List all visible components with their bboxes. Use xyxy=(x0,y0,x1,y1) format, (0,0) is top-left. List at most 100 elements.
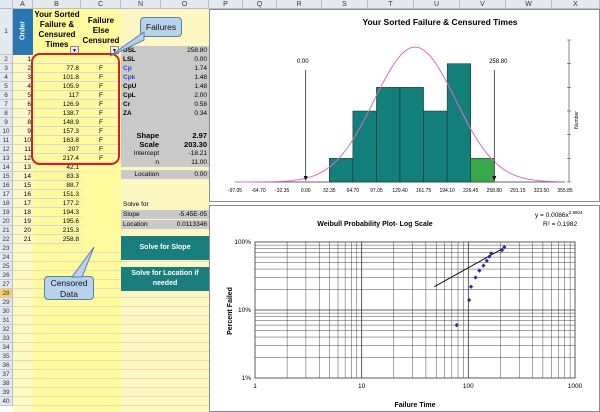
time-cell[interactable]: 194.3 xyxy=(33,208,81,217)
failure-cell[interactable] xyxy=(81,55,121,64)
time-cell[interactable]: 42.1 xyxy=(33,163,81,172)
row-header[interactable]: 10 xyxy=(0,127,13,136)
usl-value[interactable]: 258.80 xyxy=(161,46,209,55)
time-cell[interactable]: 258.8 xyxy=(33,235,81,244)
histogram-bar[interactable] xyxy=(329,158,354,183)
time-cell[interactable]: 215.3 xyxy=(33,226,81,235)
cpu-value[interactable]: 1.48 xyxy=(161,82,209,91)
row-header[interactable]: 18 xyxy=(0,199,13,208)
column-header-b[interactable]: B xyxy=(33,0,81,9)
time-cell[interactable]: 105.9 xyxy=(33,82,81,91)
row-header[interactable]: 35 xyxy=(0,352,13,361)
row-header[interactable]: 33 xyxy=(0,334,13,343)
cpk-value[interactable]: 1.48 xyxy=(161,73,209,82)
usl-label[interactable]: USL xyxy=(121,46,161,55)
row-header[interactable]: 20 xyxy=(0,217,13,226)
order-cell[interactable]: 2 xyxy=(13,64,33,73)
order-cell[interactable]: 1 xyxy=(13,55,33,64)
time-cell[interactable]: 117 xyxy=(33,91,81,100)
solve-slope-button[interactable]: Solve for Slope xyxy=(121,236,209,260)
row-header[interactable]: 24 xyxy=(0,253,13,262)
row-header[interactable]: 1 xyxy=(0,9,13,55)
row-header[interactable]: 9 xyxy=(0,118,13,127)
location2-value[interactable]: 0.0113346 xyxy=(161,220,209,229)
time-cell[interactable]: 207 xyxy=(33,145,81,154)
row-header[interactable]: 37 xyxy=(0,370,13,379)
row-header[interactable]: 6 xyxy=(0,91,13,100)
weibull-data-point[interactable] xyxy=(484,258,489,263)
row-header[interactable]: 11 xyxy=(0,136,13,145)
column-header-a[interactable]: A xyxy=(13,0,33,9)
n-label[interactable]: n xyxy=(121,158,161,167)
column-header-o[interactable]: O xyxy=(161,0,209,9)
row-header-selected[interactable]: 28 xyxy=(0,289,13,298)
failure-cell[interactable]: F xyxy=(81,127,121,136)
time-cell[interactable]: 101.8 xyxy=(33,73,81,82)
time-cell[interactable]: 88.7 xyxy=(33,181,81,190)
row-header[interactable]: 32 xyxy=(0,325,13,334)
weibull-data-point[interactable] xyxy=(467,297,472,303)
order-cell[interactable]: 18 xyxy=(13,208,33,217)
column-header-v[interactable]: V xyxy=(460,0,506,9)
row-header[interactable]: 14 xyxy=(0,163,13,172)
order-cell[interactable]: 14 xyxy=(13,172,33,181)
failure-cell[interactable]: F xyxy=(81,136,121,145)
order-cell[interactable]: 5 xyxy=(13,91,33,100)
row-header[interactable]: 16 xyxy=(0,181,13,190)
cpu-label[interactable]: CpU xyxy=(121,82,161,91)
row-header[interactable]: 19 xyxy=(0,208,13,217)
row-header[interactable]: 15 xyxy=(0,172,13,181)
location2-label[interactable]: Location xyxy=(121,220,161,229)
column-header-q[interactable]: Q xyxy=(243,0,277,9)
row-header[interactable]: 30 xyxy=(0,307,13,316)
order-cell[interactable]: 10 xyxy=(13,136,33,145)
weibull-data-point[interactable] xyxy=(468,284,474,289)
failure-cell[interactable]: F xyxy=(81,118,121,127)
column-header-p[interactable]: P xyxy=(209,0,243,9)
row-header[interactable]: 27 xyxy=(0,280,13,289)
row-header[interactable]: 29 xyxy=(0,298,13,307)
row-header[interactable]: 39 xyxy=(0,388,13,397)
scale-value[interactable]: 203.30 xyxy=(161,140,209,149)
histogram-chart[interactable]: Your Sorted Failure & Censured Times Num… xyxy=(209,9,600,202)
lsl-value[interactable]: 0.00 xyxy=(161,55,209,64)
row-header[interactable]: 36 xyxy=(0,361,13,370)
row-header[interactable]: 4 xyxy=(0,73,13,82)
order-cell[interactable]: 6 xyxy=(13,100,33,109)
slope-label[interactable]: Slope xyxy=(121,210,161,219)
time-cell[interactable]: 148.9 xyxy=(33,118,81,127)
histogram-bar[interactable] xyxy=(470,158,495,183)
time-cell[interactable]: 177.2 xyxy=(33,199,81,208)
failure-cell[interactable]: F xyxy=(81,73,121,82)
cp-value[interactable]: 1.74 xyxy=(161,64,209,73)
cpl-value[interactable]: 2.00 xyxy=(161,91,209,100)
header-failure-censured[interactable]: Failure Else Censured xyxy=(82,16,120,45)
scale-label[interactable]: Scale xyxy=(121,140,161,149)
row-header[interactable]: 5 xyxy=(0,82,13,91)
time-cell[interactable]: 151.3 xyxy=(33,190,81,199)
order-cell[interactable]: 11 xyxy=(13,145,33,154)
order-cell[interactable]: 20 xyxy=(13,226,33,235)
histogram-bar[interactable] xyxy=(352,110,377,183)
row-header[interactable]: 8 xyxy=(0,109,13,118)
time-cell[interactable]: 157.3 xyxy=(33,127,81,136)
order-cell[interactable]: 7 xyxy=(13,109,33,118)
time-cell[interactable] xyxy=(33,55,81,64)
row-header[interactable]: 3 xyxy=(0,64,13,73)
column-header-x[interactable]: X xyxy=(552,0,600,9)
failure-cell[interactable]: F xyxy=(81,109,121,118)
order-cell[interactable]: 8 xyxy=(13,118,33,127)
column-header-c[interactable]: C xyxy=(81,0,121,9)
row-header[interactable]: 40 xyxy=(0,397,13,406)
header-order[interactable]: Order xyxy=(13,9,33,55)
weibull-data-point[interactable] xyxy=(454,322,459,328)
weibull-chart[interactable]: Weibull Probability Plot- Log Scale y = … xyxy=(209,205,600,412)
location-label[interactable]: Location xyxy=(121,170,161,179)
intercept-label[interactable]: Intercept xyxy=(121,149,161,158)
cr-value[interactable]: 0.58 xyxy=(161,100,209,109)
row-header[interactable]: 25 xyxy=(0,262,13,271)
weibull-data-point[interactable] xyxy=(481,263,486,268)
histogram-bar[interactable] xyxy=(446,63,471,183)
order-cell[interactable]: 17 xyxy=(13,199,33,208)
column-header-w[interactable]: W xyxy=(506,0,552,9)
